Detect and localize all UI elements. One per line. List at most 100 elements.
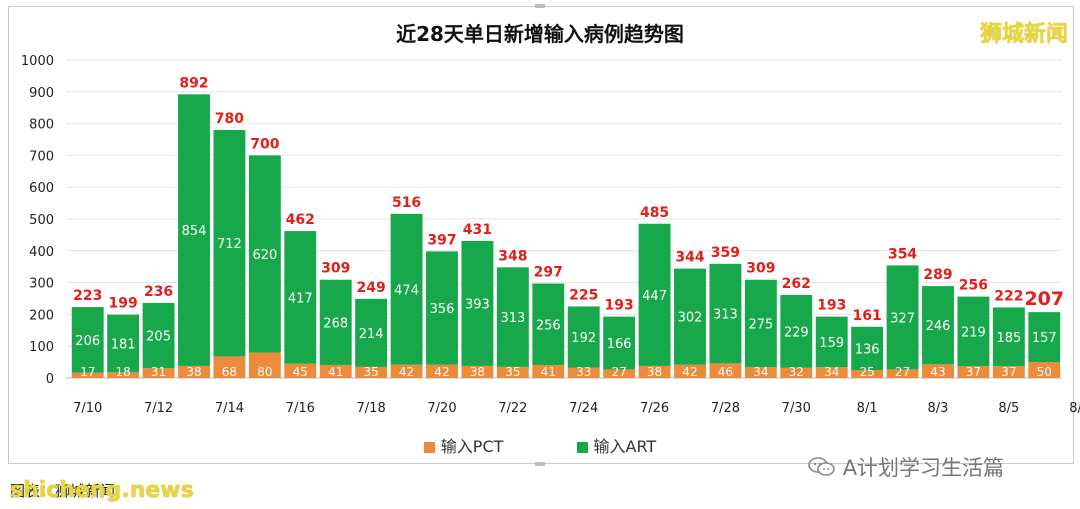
x-tick-label: 7/10: [73, 401, 102, 416]
bar-segment-art: [355, 298, 388, 367]
data-label-pct: 42: [399, 365, 414, 379]
y-tick-label: 1000: [21, 54, 54, 69]
source-caption: 图表：狮城新闻: [10, 482, 116, 500]
bar-segment-art: [142, 302, 175, 369]
data-label-total: 309: [321, 261, 350, 277]
bar-segment-art: [815, 316, 848, 368]
bar-segment-pct: [496, 366, 529, 378]
data-label-art: 192: [571, 331, 596, 346]
bar-segment-art: [603, 316, 636, 370]
bar-segment-pct: [709, 363, 742, 378]
bar-segment-art: [213, 129, 246, 357]
data-label-pct: 34: [753, 365, 768, 379]
bar-segment-pct: [922, 364, 954, 378]
data-label-pct: 31: [151, 365, 166, 379]
data-label-total: 297: [534, 265, 563, 281]
data-label-total: 225: [569, 287, 598, 303]
data-label-pct: 38: [470, 365, 485, 379]
data-labels: 17 206 223 18 181 199 31 205 236 38 854 892 68 712 780…: [73, 75, 1064, 379]
wechat-account-name: A计划学习生活篇: [842, 456, 1005, 480]
y-tick-label: 300: [29, 277, 54, 292]
bar-segment-art: [107, 314, 140, 373]
data-label-pct: 27: [612, 365, 627, 379]
data-label-pct: 38: [186, 365, 201, 379]
bar-segment-pct: [1028, 362, 1061, 378]
data-label-pct: 17: [80, 365, 95, 379]
data-label-pct: 34: [824, 365, 839, 379]
y-tick-label: 600: [29, 181, 54, 196]
data-label-pct: 80: [257, 365, 272, 379]
bars: [71, 94, 1061, 378]
bar-segment-art: [496, 267, 529, 367]
data-label-total: 199: [109, 296, 138, 312]
bar-segment-art: [1028, 312, 1061, 363]
data-label-total: 780: [215, 111, 244, 127]
bar-segment-art: [922, 286, 954, 365]
data-label-total: 348: [498, 248, 527, 264]
data-label-pct: 25: [860, 365, 875, 379]
data-label-total: 397: [427, 232, 456, 248]
data-label-art: 313: [500, 311, 525, 326]
data-label-total: 289: [923, 267, 952, 283]
bar-segment-pct: [178, 365, 210, 378]
data-label-total: 309: [746, 261, 775, 277]
bar-segment-pct: [248, 352, 281, 378]
resize-handle-top[interactable]: [535, 4, 545, 8]
legend-label-art: 输入ART: [593, 437, 657, 456]
y-tick-label: 400: [29, 245, 54, 260]
data-label-art: 229: [784, 325, 809, 340]
data-label-total: 262: [782, 276, 811, 292]
bar-segment-art: [851, 326, 884, 371]
data-label-total: 223: [73, 288, 102, 304]
data-label-art: 275: [748, 317, 773, 332]
data-label-total: 222: [994, 288, 1023, 304]
bar-segment-pct: [355, 366, 388, 378]
chart-title: 近28天单日新增输入病例趋势图: [396, 22, 684, 46]
bar-segment-art: [284, 231, 317, 364]
bar-segment-pct: [107, 372, 140, 378]
bar-segment-art: [461, 240, 494, 366]
data-label-art: 205: [146, 330, 171, 345]
data-label-total: 256: [959, 278, 988, 294]
y-axis-ticks: 0 100 200 300 400 500 600 700 800 900 1000: [21, 54, 54, 387]
legend: 输入PCT 输入ART: [0, 433, 1080, 457]
data-label-pct: 37: [966, 365, 981, 379]
bar-segment-pct: [603, 369, 636, 378]
data-label-pct: 27: [895, 365, 910, 379]
wechat-attribution: A计划学习生活篇: [808, 452, 1004, 482]
bar-segment-pct: [886, 369, 919, 378]
resize-handle-bottom[interactable]: [535, 462, 545, 466]
legend-swatch-art: [576, 442, 588, 453]
y-tick-label: 500: [29, 213, 54, 228]
data-label-art: 166: [607, 337, 632, 352]
bar-segment-art: [71, 307, 104, 373]
bar-segment-pct: [532, 364, 565, 378]
bar-segment-art: [638, 223, 671, 366]
data-label-art: 181: [111, 337, 136, 352]
bar-segment-pct: [851, 370, 884, 378]
data-label-art: 268: [323, 316, 348, 331]
data-label-art: 474: [394, 283, 419, 298]
data-label-pct: 35: [364, 365, 379, 379]
data-label-pct: 68: [222, 365, 237, 379]
legend-label-pct: 输入PCT: [440, 437, 504, 456]
data-label-total: 462: [286, 212, 315, 228]
y-tick-label: 0: [46, 372, 54, 387]
data-label-pct: 37: [1001, 365, 1016, 379]
y-tick-label: 200: [29, 308, 54, 323]
legend-item-art: 输入ART: [576, 433, 657, 457]
bar-segment-art: [248, 155, 281, 353]
y-tick-label: 800: [29, 118, 54, 133]
data-label-pct: 35: [505, 365, 520, 379]
y-tick-label: 100: [29, 340, 54, 355]
x-tick-label: 7/28: [711, 401, 740, 416]
data-label-art: 313: [713, 308, 738, 323]
bar-segment-pct: [461, 365, 494, 378]
x-tick-label: 7/22: [498, 401, 527, 416]
data-label-pct: 38: [647, 365, 662, 379]
bar-segment-art: [674, 268, 706, 365]
data-label-total: 700: [250, 136, 279, 152]
data-label-art: 393: [465, 297, 490, 312]
bar-segment-art: [957, 296, 990, 367]
